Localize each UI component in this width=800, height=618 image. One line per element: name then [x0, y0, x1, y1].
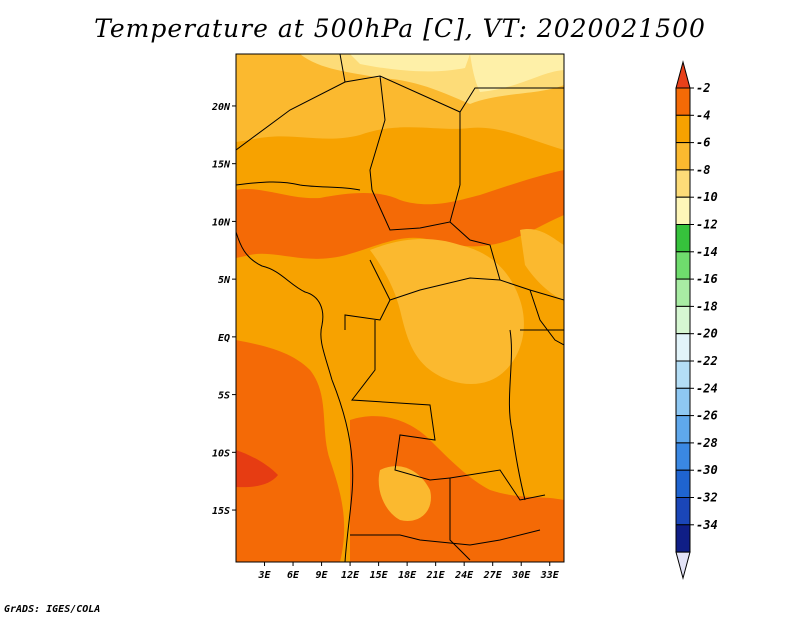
field-warm-south [350, 416, 564, 562]
field-warm-southwest [236, 340, 345, 562]
lon-tick-label: 9E [316, 570, 329, 581]
colorbar-top-arrow [675, 60, 691, 89]
colorbar-label: -32 [696, 491, 718, 505]
grads-credit: GrADS: IGES/COLA [4, 604, 101, 615]
colorbar-label: -20 [696, 327, 718, 341]
border-central-1 [449, 221, 564, 301]
field-palest-north [470, 54, 564, 92]
rift-lakes [508, 329, 526, 501]
border-congo [351, 320, 451, 481]
colorbar-swatch [675, 524, 691, 553]
colorbar-label: -24 [696, 381, 718, 395]
map-frame [235, 53, 565, 563]
field-cool-south [378, 466, 431, 521]
lon-tick-label: 3E [257, 570, 271, 581]
colorbar-label: -18 [696, 299, 718, 313]
lon-tick-label: 12E [341, 570, 360, 581]
colorbar-swatch [675, 278, 691, 307]
lon-tick-label: 18E [398, 570, 417, 581]
border-north-2 [339, 54, 386, 191]
colorbar: -2 -4 -6 -8 -10 -12 -14 -16 -18 -20 -22 -24 -26 -28 -3… [675, 60, 718, 581]
border-southeast [449, 469, 546, 561]
field-cool-central [370, 238, 524, 385]
colorbar-label: -34 [696, 518, 718, 532]
lat-tick-label: EQ [218, 333, 230, 344]
lat-tick-label: 5S [218, 391, 230, 402]
temperature-field [236, 54, 564, 562]
colorbar-swatch [675, 333, 691, 362]
colorbar-swatch [675, 251, 691, 280]
map-title: Temperature at 500hPa [C], VT: 202002150… [94, 14, 706, 43]
colorbar-swatch [675, 305, 691, 335]
colorbar-label: -22 [696, 354, 718, 368]
colorbar-label: -2 [696, 81, 710, 95]
border-sahel [236, 181, 461, 231]
field-warmest-south [236, 450, 278, 488]
field-cool-east [520, 228, 564, 300]
colorbar-swatch [675, 87, 691, 116]
border-north-1 [236, 75, 461, 185]
colorbar-label: -30 [696, 463, 718, 477]
colorbar-swatch [675, 469, 691, 499]
lon-tick-label: 6E [287, 570, 300, 581]
lon-tick-label: 24E [454, 570, 474, 581]
colorbar-label: -10 [696, 190, 718, 204]
lat-tick-label: 20N [211, 102, 231, 113]
colorbar-label: -4 [696, 108, 710, 122]
colorbar-label: -6 [696, 136, 710, 150]
lat-tick-label: 5N [218, 275, 231, 286]
colorbar-label: -14 [696, 245, 718, 259]
latitude-axis: 20N 15N 10N 5N EQ 5S 10S 15S [211, 102, 236, 517]
colorbar-label: -28 [696, 436, 718, 450]
colorbar-swatch [675, 415, 691, 444]
colorbar-swatch [675, 224, 691, 253]
colorbar-label: -12 [696, 218, 718, 232]
lon-tick-label: 33E [540, 570, 560, 581]
lon-tick-label: 21E [426, 570, 446, 581]
longitude-axis: 3E 6E 9E 12E 15E 18E 21E 24E 27E 30E 33E [257, 562, 560, 581]
border-central-3 [389, 277, 501, 301]
border-central-2 [344, 259, 391, 330]
border-east-1 [459, 87, 564, 113]
colorbar-swatch [675, 387, 691, 417]
field-palest-north-2 [350, 54, 470, 72]
lon-tick-label: 30E [511, 570, 531, 581]
border-east-2 [520, 289, 564, 346]
lat-tick-label: 10S [212, 448, 230, 459]
lat-tick-label: 15S [212, 506, 230, 517]
colorbar-label: -16 [696, 272, 718, 286]
colorbar-swatch [675, 114, 691, 144]
colorbar-swatch [675, 196, 691, 225]
colorbar-label: -8 [696, 163, 710, 177]
boundaries [236, 54, 564, 562]
border-south [350, 529, 541, 546]
coastline-west-africa [236, 231, 354, 562]
colorbar-swatch [675, 360, 691, 389]
lat-tick-label: 15N [212, 160, 231, 171]
field-warm-sahel [236, 170, 564, 259]
colorbar-bottom-arrow [675, 551, 691, 581]
colorbar-swatch [675, 169, 691, 198]
colorbar-swatch [675, 142, 691, 171]
colorbar-swatch [675, 497, 691, 526]
colorbar-label: -26 [696, 409, 718, 423]
lon-tick-label: 27E [483, 570, 503, 581]
lon-tick-label: 15E [370, 570, 389, 581]
colorbar-swatch [675, 442, 691, 471]
lat-tick-label: 10N [212, 217, 231, 228]
